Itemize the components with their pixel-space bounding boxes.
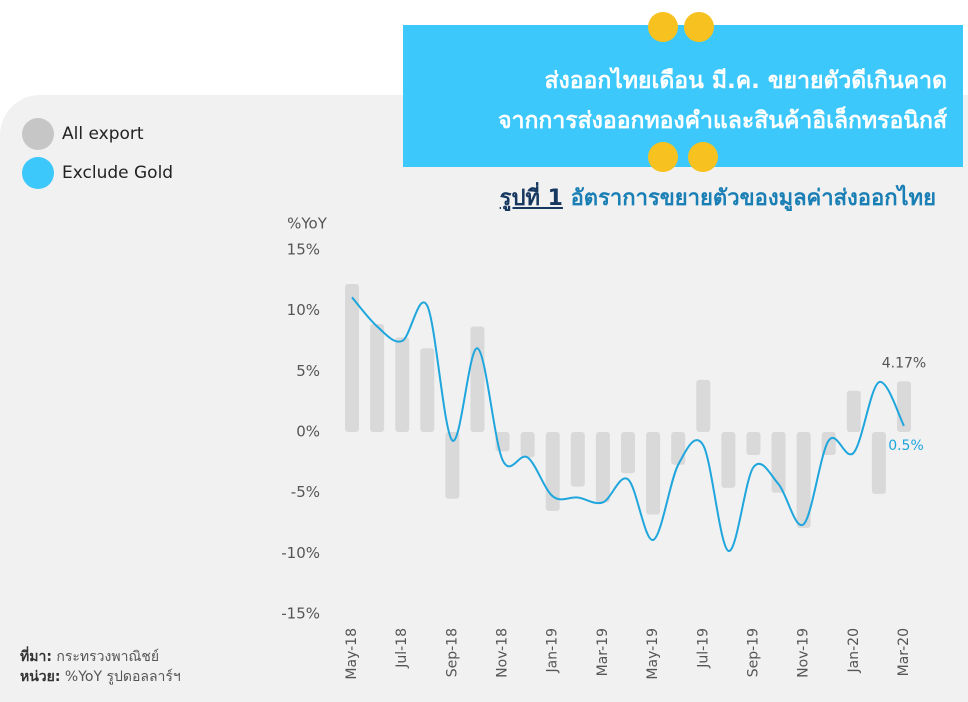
bar	[345, 283, 359, 432]
x-tick-label: Jan-20	[846, 628, 862, 673]
quote-mark	[688, 142, 718, 172]
figure-caption: อัตราการขยายตัวของมูลค่าส่งออกไทย	[570, 186, 936, 211]
bar	[871, 432, 886, 494]
bar	[721, 432, 736, 488]
source-note: ที่มา: กระทรวงพาณิชย์	[20, 646, 159, 668]
legend-swatch	[22, 157, 54, 189]
caption: รูปที่ 1 อัตราการขยายตัวของมูลค่าส่งออกไ…	[500, 180, 936, 215]
value-label: 4.17%	[882, 355, 926, 371]
x-tick-label: May-19	[645, 628, 661, 680]
x-tick-label: Nov-18	[495, 628, 511, 678]
bar	[595, 432, 610, 503]
line	[351, 296, 905, 552]
x-tick-label: May-18	[344, 628, 360, 680]
x-tick-label: Jul-19	[695, 628, 711, 669]
y-tick-label: 15%	[287, 241, 320, 259]
legend-label: Exclude Gold	[62, 163, 173, 183]
bar	[570, 432, 585, 487]
bar	[520, 432, 535, 458]
bar	[445, 432, 460, 499]
x-tick-label: Jul-18	[394, 628, 410, 669]
headline: ส่งออกไทยเดือน มี.ค. ขยายตัวดีเกินคาด	[544, 68, 947, 94]
unit-label: หน่วย:	[20, 669, 61, 685]
source-label: ที่มา:	[20, 649, 52, 665]
bar	[370, 324, 385, 432]
headline: จากการส่งออกทองคำและสินค้าอิเล็กทรอนิกส์	[498, 108, 947, 134]
bar	[796, 432, 811, 528]
x-tick-label: Sep-18	[444, 628, 460, 677]
bar	[646, 432, 661, 515]
unit: %YoY รูปดอลลาร์ฯ	[64, 669, 181, 685]
y-tick-label: -15%	[281, 605, 320, 623]
x-tick-label: Nov-19	[796, 628, 812, 678]
y-tick-label: 0%	[296, 423, 320, 441]
bar	[420, 348, 435, 432]
y-axis-label: %YoY	[287, 215, 328, 233]
unit-note: หน่วย: %YoY รูปดอลลาร์ฯ	[20, 666, 181, 688]
x-tick-label: Jan-19	[545, 628, 561, 673]
y-tick-label: 5%	[296, 362, 320, 380]
y-tick-label: -10%	[281, 544, 320, 562]
quote-mark	[648, 12, 678, 42]
figure-number: รูปที่ 1	[499, 186, 563, 211]
legend-swatch	[22, 118, 54, 150]
x-tick-label: Mar-19	[595, 628, 611, 676]
source: กระทรวงพาณิชย์	[56, 649, 160, 665]
x-tick-label: Sep-19	[745, 628, 761, 677]
bar	[671, 432, 686, 465]
quote-mark	[684, 12, 714, 42]
value-label: 0.5%	[888, 438, 924, 454]
bar	[621, 432, 635, 474]
bar	[746, 432, 761, 456]
x-tick-label: Mar-20	[896, 628, 912, 676]
bar	[470, 326, 485, 432]
bar	[846, 390, 861, 432]
y-tick-label: 10%	[287, 301, 320, 319]
quote-mark	[648, 142, 678, 172]
bar	[696, 379, 711, 432]
bar	[395, 337, 410, 432]
bar	[771, 432, 786, 493]
y-tick-label: -5%	[291, 483, 320, 501]
legend-label: All export	[62, 124, 144, 144]
quote-box: ส่งออกไทยเดือน มี.ค. ขยายตัวดีเกินคาด จา…	[403, 25, 963, 167]
